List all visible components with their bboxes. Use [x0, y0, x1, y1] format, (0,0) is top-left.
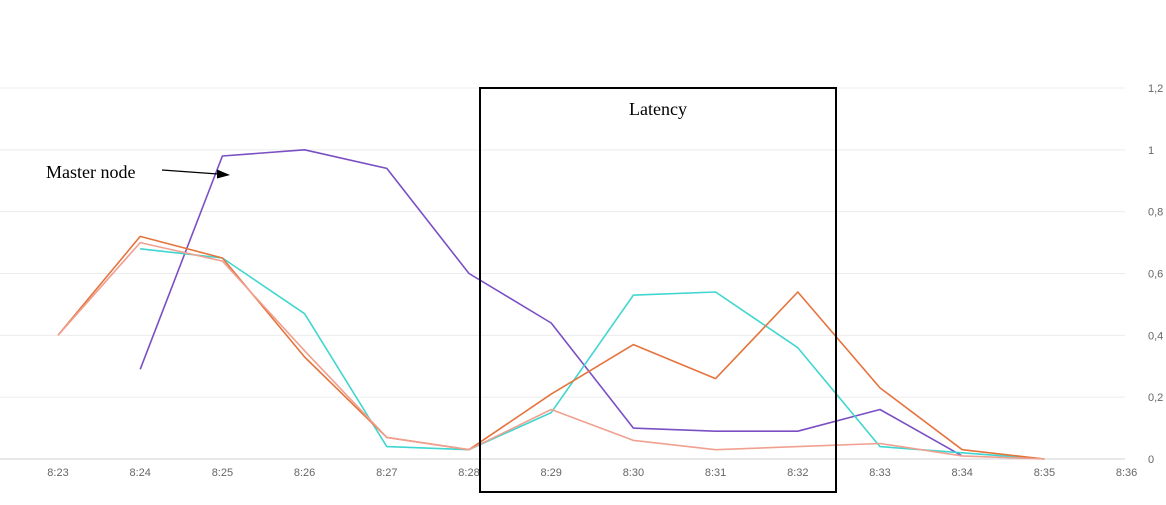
- x-tick-label: 8:34: [951, 467, 972, 479]
- series-line-1: [139, 149, 963, 457]
- y-tick-label: 1: [1148, 145, 1154, 157]
- master-node-arrowhead: [217, 169, 230, 179]
- master-node-label: Master node: [46, 162, 135, 182]
- y-tick-label: 0,8: [1148, 207, 1163, 219]
- x-tick-labels: 8:23 8:24 8:25 8:26 8:27 8:28 8:29 8:30 8:31 8:32…: [47, 467, 1137, 479]
- y-tick-labels: 0 0,2 0,4 0,6 0,8 1 1,2: [1148, 83, 1163, 466]
- x-tick-label: 8:30: [623, 467, 644, 479]
- x-tick-label: 8:25: [212, 467, 233, 479]
- x-tick-label: 8:35: [1034, 467, 1055, 479]
- y-tick-label: 0: [1148, 454, 1154, 466]
- y-tick-label: 0,4: [1148, 330, 1163, 342]
- grid-lines: [0, 87, 1125, 460]
- annotations: Latency Master node: [46, 87, 837, 493]
- x-tick-label: 8:31: [705, 467, 726, 479]
- x-tick-label: 8:28: [458, 467, 479, 479]
- x-tick-label: 8:33: [869, 467, 890, 479]
- x-tick-label: 8:24: [129, 467, 150, 479]
- y-tick-label: 0,6: [1148, 269, 1163, 281]
- latency-label: Latency: [629, 99, 687, 119]
- series-line-2: [140, 248, 1045, 460]
- x-tick-label: 8:23: [47, 467, 68, 479]
- series-line-4: [57, 241, 1045, 460]
- latency-highlight-box: [479, 87, 837, 493]
- x-tick-label: 8:32: [787, 467, 808, 479]
- master-node-arrow: [161, 169, 219, 175]
- x-tick-label: 8:29: [540, 467, 561, 479]
- x-tick-label: 8:26: [294, 467, 315, 479]
- series-line-3: [57, 235, 1045, 460]
- series-lines: [57, 149, 1045, 460]
- x-tick-label: 8:36: [1116, 467, 1137, 479]
- y-tick-label: 0,2: [1148, 392, 1163, 404]
- y-tick-label: 1,2: [1148, 83, 1163, 95]
- x-tick-label: 8:27: [376, 467, 397, 479]
